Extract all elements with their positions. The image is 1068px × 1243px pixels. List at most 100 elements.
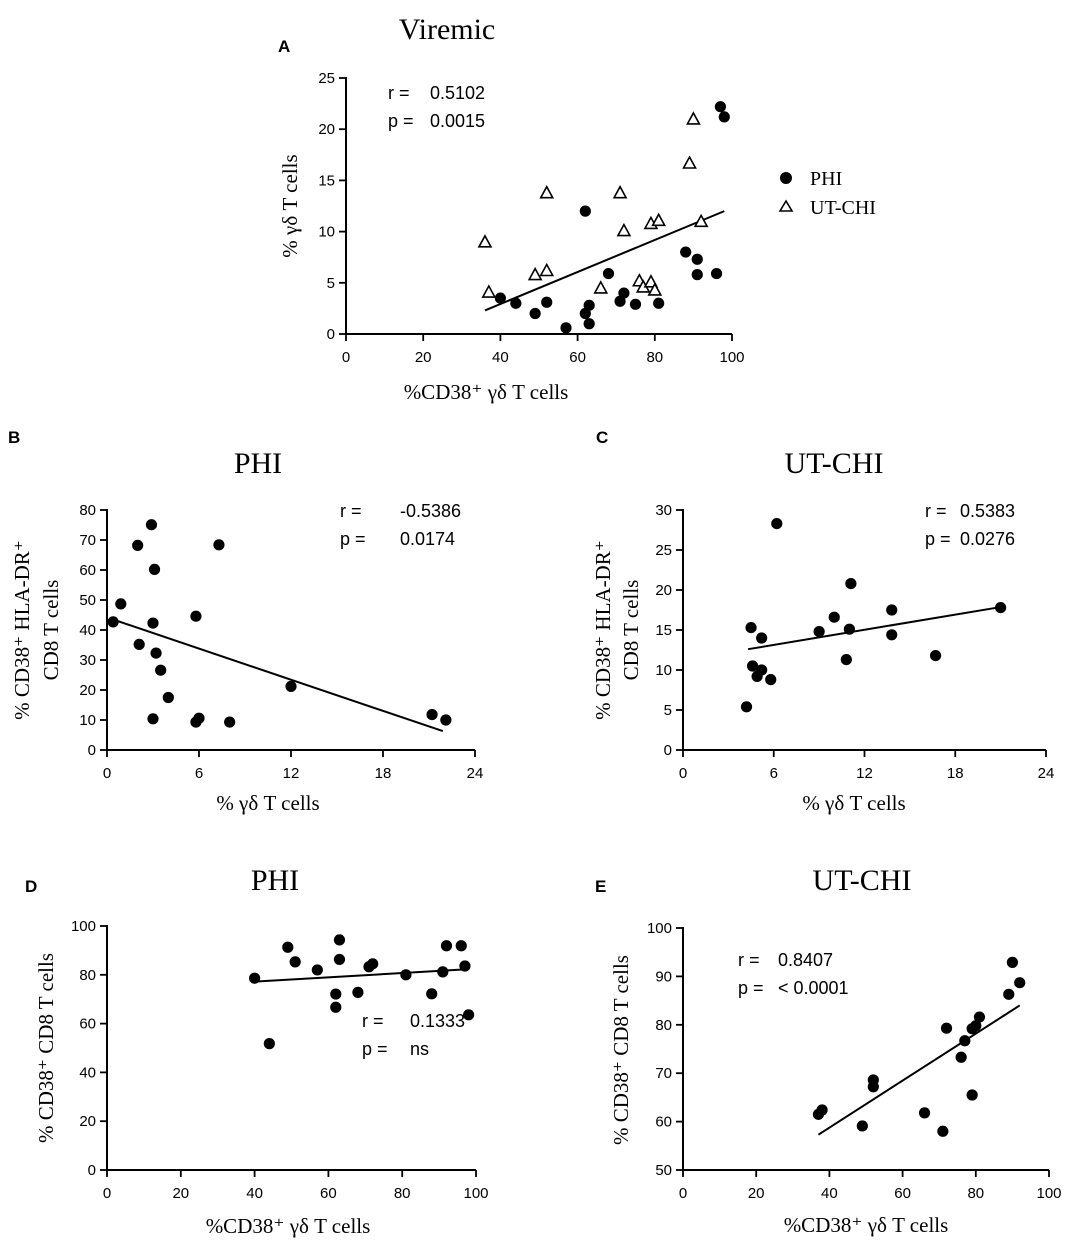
panel-b-point-circle-0 [107,616,119,628]
panel-e-xtick-label-1: 20 [748,1185,765,1202]
panel-d-point-circle-7 [333,934,346,946]
panel-e: UT-CHI E 0 20 40 60 80 100 50 60 70 80 90 100 %CD38⁺ γ… [595,864,1062,1237]
panel-c: UT-CHI C 0 6 12 18 24 0 5 10 15 20 25 30 % γδ T cells%… [591,428,1055,815]
panel-a-series-phi [494,101,730,334]
panel-a-point-circle-5 [579,205,591,217]
panel-d-point-circle-12 [400,969,412,981]
panel-b-title: PHI [234,447,282,480]
panel-d-point-circle-2 [282,941,294,953]
panel-a-point-circle-8 [583,299,595,311]
panel-a-point-triangle-6 [612,185,628,199]
panel-a-ytick-label-0: 0 [327,326,335,343]
panel-b-point-circle-11 [190,610,202,622]
panel-e-letter: E [595,877,606,896]
panel-c-ytick-label-4: 20 [655,582,672,599]
panel-e-regression-line [817,1004,1021,1136]
panel-b-regression-line [112,618,444,733]
panel-c-xtick-label-2: 12 [856,765,873,782]
panel-d-xtick-label-0: 0 [103,1185,111,1202]
panel-e-point-circle-6 [937,1125,949,1137]
panel-b-point-circle-13 [193,712,205,724]
panel-c-point-circle-1 [745,622,757,634]
legend-marker-phi [780,172,792,184]
panel-d-point-circle-3 [289,956,301,968]
panel-d-point-circle-17 [459,960,471,972]
panel-a-point-triangle-5 [593,280,609,294]
panel-e-point-circle-13 [973,1011,986,1023]
panel-a-point-circle-0 [494,292,506,304]
panel-e-point-circle-14 [1003,988,1015,1000]
panel-b-r-label: r = [340,501,362,521]
legend: PHI UT-CHI [778,168,876,219]
panel-d-ytick-label-5: 100 [71,918,96,935]
panel-e-ytick-label-5: 100 [647,920,672,937]
panel-a-xtick-label-4: 80 [646,349,663,366]
panel-a-point-circle-1 [510,297,522,309]
panel-a-r-label: r = [388,83,410,103]
panel-b-xtick-label-2: 12 [283,765,300,782]
panel-c-letter: C [596,428,608,447]
panel-e-ylabel-0: % CD38⁺ CD8 T cells [609,955,633,1145]
panel-b-point-circle-16 [285,680,297,693]
panel-e-ytick-label-2: 70 [655,1065,672,1082]
panel-b-ytick-label-4: 40 [79,622,96,639]
panel-b-point-circle-18 [440,714,452,726]
panel-b-point-circle-3 [133,638,145,651]
panel-a-ytick-label-1: 5 [327,275,335,292]
panel-b-ytick-label-1: 10 [79,712,96,729]
panel-d-p-label: p = [362,1039,388,1059]
panel-d-xtick-label-5: 100 [463,1185,488,1202]
panel-d-ytick-label-1: 20 [79,1113,96,1130]
panel-e-xtick-label-2: 40 [821,1185,838,1202]
panel-a-p-value: 0.0015 [430,111,485,131]
panel-c-p-label: p = [925,529,951,549]
panel-c-point-circle-10 [840,654,852,666]
panel-c-point-circle-14 [886,629,898,641]
panel-a: Viremic A 0 20 40 60 80 100 0 5 10 15 20 25 %CD38⁺ γδ … [278,13,745,404]
panel-c-xlabel: % γδ T cells [802,791,905,815]
panel-c-ytick-label-6: 30 [655,502,672,519]
panel-a-point-circle-13 [653,297,665,309]
panel-e-r-value: 0.8407 [778,950,833,970]
panel-c-ytick-label-3: 15 [655,622,672,639]
panel-e-xtick-label-5: 100 [1036,1185,1061,1202]
panel-b-point-circle-8 [150,647,162,659]
panel-a-ytick-label-4: 20 [318,121,335,138]
panel-c-ylabel-0: % CD38⁺ HLA-DR⁺ [591,540,615,720]
panel-b-point-circle-1 [115,598,127,610]
panel-c-point-circle-8 [813,626,825,638]
panel-a-point-triangle-0 [477,234,493,248]
panel-e-xtick-label-4: 80 [967,1185,984,1202]
panel-e-xtick-label-3: 60 [894,1185,911,1202]
panel-d-series-phi [249,934,475,1050]
panel-d-title: PHI [251,864,299,897]
panel-c-point-circle-7 [771,518,783,530]
panel-a-point-triangle-15 [686,111,701,125]
panel-d-point-circle-6 [330,988,342,1000]
panel-e-point-circle-4 [867,1074,879,1086]
panel-b-xtick-label-3: 18 [375,765,392,782]
panel-b-series-phi [107,519,452,728]
panel-a-ytick-label-2: 10 [318,224,335,241]
panel-a-point-circle-16 [691,269,703,281]
panel-d-letter: D [25,877,37,896]
panel-d-point-circle-13 [426,988,438,1000]
panel-b-xtick-label-0: 0 [103,765,111,782]
panel-b-xtick-label-4: 24 [467,765,484,782]
panel-a-point-triangle-1 [481,284,497,298]
panel-d-xtick-label-1: 20 [172,1185,189,1202]
panel-d-xtick-label-4: 80 [394,1185,411,1202]
legend-marker-ut-chi [778,199,794,212]
panel-e-title: UT-CHI [813,864,912,897]
panel-d-point-circle-16 [455,940,467,952]
panel-b-point-circle-2 [132,539,144,552]
panel-e-point-circle-8 [955,1051,967,1063]
panel-b-xlabel: % γδ T cells [216,791,319,815]
panel-b-p-value: 0.0174 [400,529,455,549]
panel-a-xlabel: %CD38⁺ γδ T cells [404,380,569,404]
panel-b-letter: B [8,428,20,447]
panel-e-point-circle-15 [1006,956,1019,968]
panel-b-ytick-label-7: 70 [79,532,96,549]
panel-b-point-circle-6 [147,713,159,725]
